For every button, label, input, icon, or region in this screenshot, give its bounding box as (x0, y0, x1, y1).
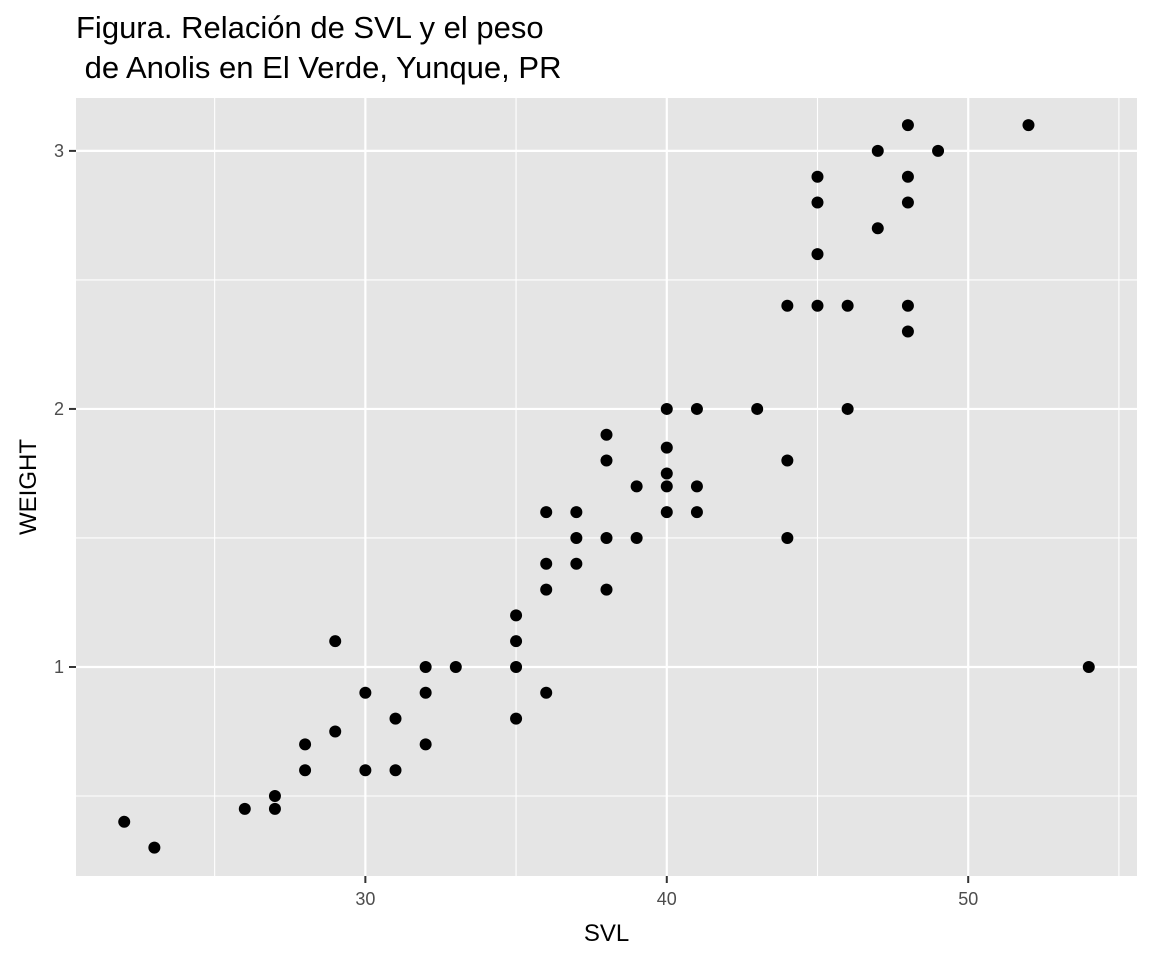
data-point (660, 467, 673, 480)
data-point (901, 119, 914, 132)
data-point (841, 299, 854, 312)
data-point (419, 660, 432, 673)
data-point (690, 506, 703, 519)
data-point (510, 635, 523, 648)
data-point (389, 764, 402, 777)
plot-panel (76, 98, 1137, 876)
data-point (268, 802, 281, 815)
data-point (811, 299, 824, 312)
minor-gridlines (76, 98, 1137, 876)
data-point (600, 531, 613, 544)
x-tick-label: 40 (657, 889, 677, 909)
data-point (811, 196, 824, 209)
data-point (1022, 119, 1035, 132)
data-point (841, 402, 854, 415)
data-point (781, 299, 794, 312)
data-point (540, 557, 553, 570)
data-point (600, 428, 613, 441)
data-point (1082, 660, 1095, 673)
y-axis-title: WEIGHT (15, 439, 42, 535)
data-point (871, 222, 884, 235)
data-point (118, 815, 131, 828)
data-point (540, 506, 553, 519)
data-point (389, 712, 402, 725)
data-point (540, 686, 553, 699)
data-point (630, 480, 643, 493)
data-point (268, 790, 281, 803)
data-point (660, 506, 673, 519)
data-point (299, 738, 312, 751)
data-point (570, 506, 583, 519)
y-axis: 1 2 3 (54, 141, 76, 677)
data-point (510, 660, 523, 673)
data-point (901, 325, 914, 338)
x-tick-label: 50 (958, 889, 978, 909)
data-point (359, 764, 372, 777)
data-point (510, 712, 523, 725)
data-point (871, 144, 884, 157)
data-point (660, 402, 673, 415)
data-point (690, 402, 703, 415)
data-point (781, 531, 794, 544)
data-point (600, 583, 613, 596)
data-point (419, 738, 432, 751)
data-point (811, 170, 824, 183)
y-tick-label: 2 (54, 399, 64, 419)
data-point (901, 196, 914, 209)
data-point (630, 531, 643, 544)
data-point (600, 454, 613, 467)
data-point (238, 802, 251, 815)
data-point (660, 480, 673, 493)
x-axis-title: SVL (584, 920, 629, 947)
data-point (299, 764, 312, 777)
chart-title-line-1: Figura. Relación de SVL y el peso (76, 10, 544, 45)
data-point (419, 686, 432, 699)
data-point (148, 841, 161, 854)
data-point (540, 583, 553, 596)
data-point (359, 686, 372, 699)
data-point (781, 454, 794, 467)
data-point (901, 299, 914, 312)
data-point (510, 609, 523, 622)
y-tick-label: 3 (54, 141, 64, 161)
data-point (901, 170, 914, 183)
data-point (570, 557, 583, 570)
data-point (329, 725, 342, 738)
data-point (449, 660, 462, 673)
chart-title: Figura. Relación de SVL y el peso de Ano… (76, 8, 561, 88)
data-point (932, 144, 945, 157)
x-tick-label: 30 (355, 889, 375, 909)
data-point (329, 635, 342, 648)
x-axis: 30 40 50 (355, 876, 978, 909)
data-points (118, 119, 1095, 854)
data-point (751, 402, 764, 415)
y-tick-label: 1 (54, 657, 64, 677)
data-point (690, 480, 703, 493)
data-point (570, 531, 583, 544)
chart-title-line-2: de Anolis en El Verde, Yunque, PR (76, 50, 562, 85)
data-point (811, 248, 824, 261)
data-point (660, 441, 673, 454)
